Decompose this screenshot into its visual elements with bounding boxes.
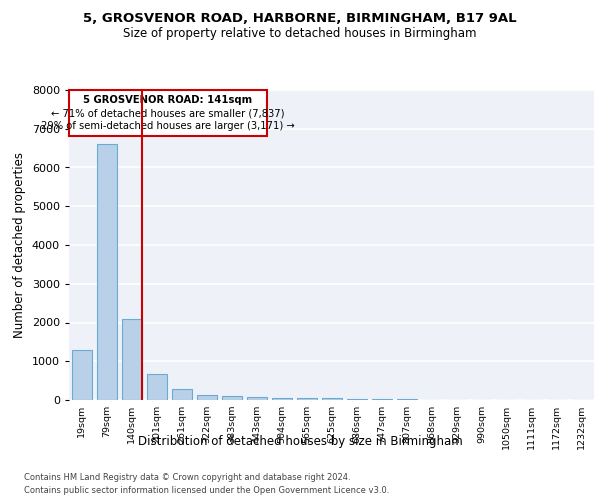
Bar — [221, 396, 241, 400]
Bar — [371, 399, 392, 400]
Bar — [197, 395, 217, 400]
Bar — [121, 318, 142, 400]
Bar — [271, 398, 292, 400]
Bar — [296, 398, 317, 400]
Bar — [247, 397, 266, 400]
Y-axis label: Number of detached properties: Number of detached properties — [13, 152, 26, 338]
Bar — [71, 350, 91, 400]
Text: 5 GROSVENOR ROAD: 141sqm: 5 GROSVENOR ROAD: 141sqm — [83, 96, 253, 106]
Bar — [172, 389, 191, 400]
Text: 29% of semi-detached houses are larger (3,171) →: 29% of semi-detached houses are larger (… — [41, 122, 295, 132]
Bar — [146, 374, 167, 400]
Text: Contains public sector information licensed under the Open Government Licence v3: Contains public sector information licen… — [24, 486, 389, 495]
Bar — [97, 144, 116, 400]
Bar — [347, 399, 367, 400]
FancyBboxPatch shape — [69, 90, 266, 136]
Text: 5, GROSVENOR ROAD, HARBORNE, BIRMINGHAM, B17 9AL: 5, GROSVENOR ROAD, HARBORNE, BIRMINGHAM,… — [83, 12, 517, 26]
Text: Distribution of detached houses by size in Birmingham: Distribution of detached houses by size … — [137, 435, 463, 448]
Text: Size of property relative to detached houses in Birmingham: Size of property relative to detached ho… — [123, 28, 477, 40]
Bar — [322, 398, 341, 400]
Text: Contains HM Land Registry data © Crown copyright and database right 2024.: Contains HM Land Registry data © Crown c… — [24, 472, 350, 482]
Text: ← 71% of detached houses are smaller (7,837): ← 71% of detached houses are smaller (7,… — [51, 108, 284, 118]
